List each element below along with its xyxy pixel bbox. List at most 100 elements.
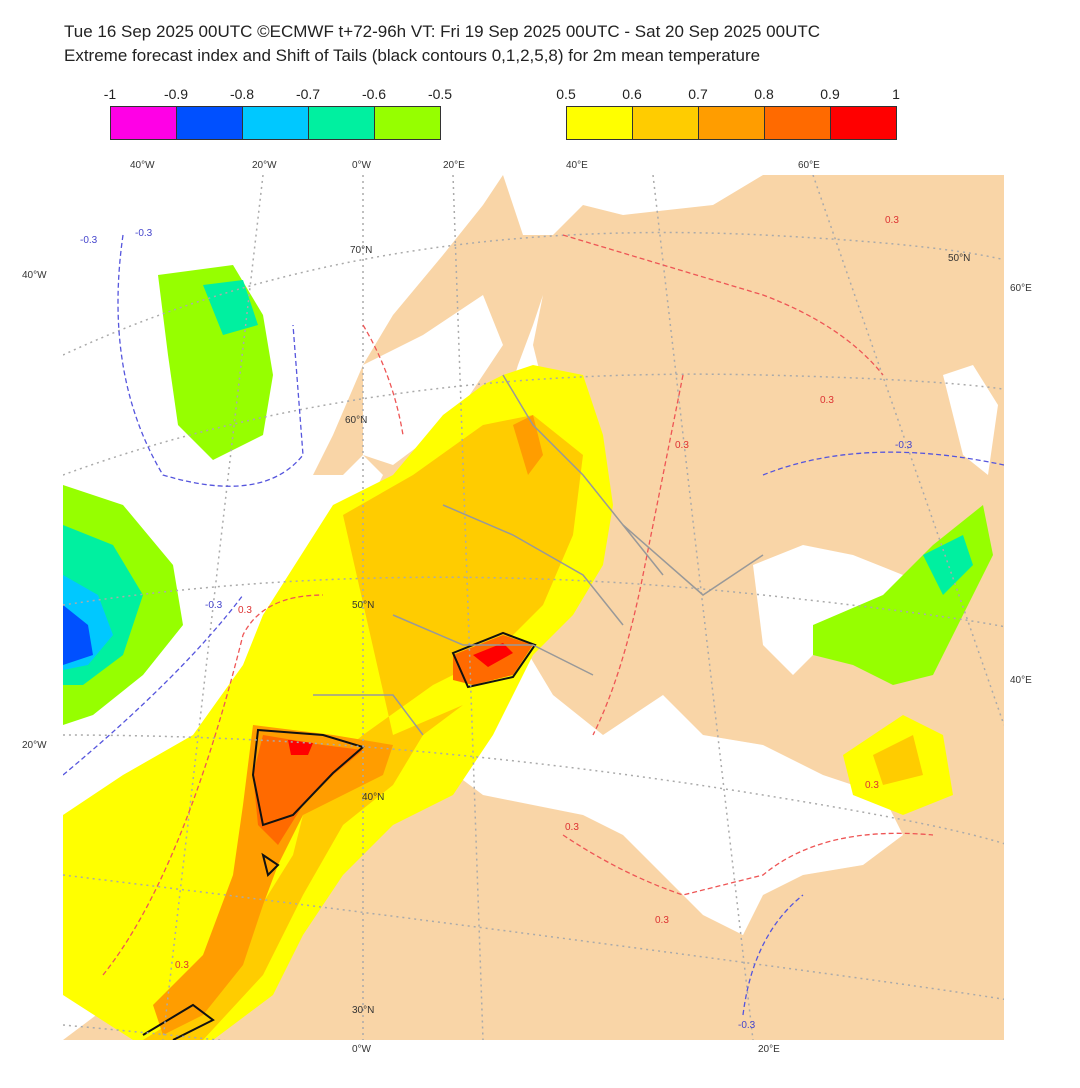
legend-bar: [110, 106, 441, 140]
contour-label: 0.3: [885, 215, 899, 226]
legend-bar: [566, 106, 897, 140]
contour-label: 0.3: [820, 395, 834, 406]
negative-contour: [117, 234, 304, 487]
positive-contour: [362, 324, 404, 436]
efi-blue-patch-west: [63, 605, 93, 665]
contour-label: 0.3: [175, 960, 189, 971]
contour-label: -0.3: [80, 235, 98, 246]
longitude-line: [162, 175, 264, 1040]
contour-label: 0.3: [675, 440, 689, 451]
lon-label: 20°E: [758, 1044, 780, 1055]
north-sea: [363, 295, 503, 465]
positive-contour: [102, 594, 324, 976]
legend-tick: 0.9: [820, 86, 840, 102]
contour-label: -0.3: [738, 1020, 756, 1031]
contour-label: 0.3: [238, 605, 252, 616]
country-border: [622, 524, 764, 596]
contour-label: -0.3: [895, 440, 913, 451]
lon-label: 40°W: [22, 270, 47, 281]
lon-label: 20°W: [252, 160, 277, 171]
longitude-line: [452, 175, 484, 1040]
efi-teal-patch-atlantic: [203, 280, 258, 335]
black-sea: [753, 545, 903, 675]
efi-red-alps: [473, 643, 513, 667]
efi-amber-turkey: [873, 735, 923, 785]
lat-label: 30°N: [352, 1005, 375, 1016]
efi-teal-east: [923, 535, 973, 595]
lat-label: 60°N: [345, 415, 368, 426]
country-border: [392, 614, 594, 676]
legend-swatch: [633, 107, 699, 139]
sot-contour: [261, 852, 280, 877]
legend-swatch: [699, 107, 765, 139]
lon-label: 20°W: [22, 740, 47, 751]
contour-label: -0.3: [205, 600, 223, 611]
sot-contour: [142, 1003, 215, 1040]
legend-tick: -0.7: [295, 86, 321, 102]
lon-label: 60°E: [798, 160, 820, 171]
lat-label: 50°N: [948, 253, 971, 264]
lon-label: 20°E: [443, 160, 465, 171]
latitude-line: [63, 231, 1004, 356]
map-subtitle: Extreme forecast index and Shift of Tail…: [64, 46, 761, 65]
efi-orange-scandinavia: [513, 415, 543, 475]
country-borders: [313, 374, 764, 736]
legend-ticks: -1 -0.9 -0.8 -0.7 -0.6 -0.5: [104, 86, 452, 102]
legend-swatch: [831, 107, 896, 139]
legend-tick: 0.7: [688, 86, 708, 102]
legend-tick: 0.8: [754, 86, 774, 102]
legend-swatch: [375, 107, 440, 139]
country-border: [442, 504, 624, 626]
latitude-line: [63, 874, 1004, 1006]
caspian-sea: [943, 365, 998, 475]
contour-label: 0.3: [565, 822, 579, 833]
efi-dark-orange-iberia: [253, 735, 363, 845]
legend-swatch: [177, 107, 243, 139]
map-title: Tue 16 Sep 2025 00UTC ©ECMWF t+72-96h VT…: [64, 22, 821, 41]
positive-contour: [562, 832, 934, 896]
legend-tick: 1: [892, 86, 900, 102]
sot-contour: [451, 631, 537, 689]
efi-map: [63, 175, 1004, 1040]
latitude-line: [63, 373, 1004, 476]
lat-label: 50°N: [352, 600, 375, 611]
arctic-ocean: [503, 175, 763, 235]
negative-contour: [742, 894, 804, 1016]
legend-negative: -1 -0.9 -0.8 -0.7 -0.6 -0.5: [104, 86, 452, 140]
efi-orange-iberia: [153, 725, 393, 1035]
legend-positive: 0.5 0.6 0.7 0.8 0.9 1: [556, 86, 900, 140]
graticule: [63, 175, 1004, 1040]
lon-label: 0°W: [352, 160, 371, 171]
lon-label: 0°W: [352, 1044, 371, 1055]
country-border: [313, 694, 424, 736]
legend-swatch: [765, 107, 831, 139]
country-border: [502, 374, 664, 576]
positive-contour: [592, 374, 684, 736]
legend-swatch: [243, 107, 309, 139]
lon-label: 40°E: [566, 160, 588, 171]
latitude-line: [63, 734, 1004, 875]
legend-swatch: [309, 107, 375, 139]
legend-tick: -0.6: [361, 86, 387, 102]
mediterranean-sea: [383, 635, 903, 935]
contour-label: 0.3: [865, 780, 879, 791]
lon-label: 60°E: [1010, 283, 1032, 294]
legend-swatch: [567, 107, 633, 139]
lon-label: 40°W: [130, 160, 155, 171]
legend-tick: -0.8: [229, 86, 255, 102]
efi-amber-europe: [143, 415, 583, 1040]
longitude-line: [652, 175, 754, 1040]
lat-label: 70°N: [350, 245, 373, 256]
legend-tick: 0.6: [622, 86, 642, 102]
sot-contour: [251, 728, 366, 827]
lon-label: 40°E: [1010, 675, 1032, 686]
legend-swatch: [111, 107, 177, 139]
efi-red-iberia: [288, 740, 313, 755]
contour-label: 0.3: [655, 915, 669, 926]
positive-contour: [562, 234, 884, 376]
lat-label: 40°N: [362, 792, 385, 803]
legend-tick: -1: [103, 86, 117, 102]
longitude-line: [812, 175, 1004, 726]
legend-tick: 0.5: [556, 86, 576, 102]
contour-label: -0.3: [135, 228, 153, 239]
